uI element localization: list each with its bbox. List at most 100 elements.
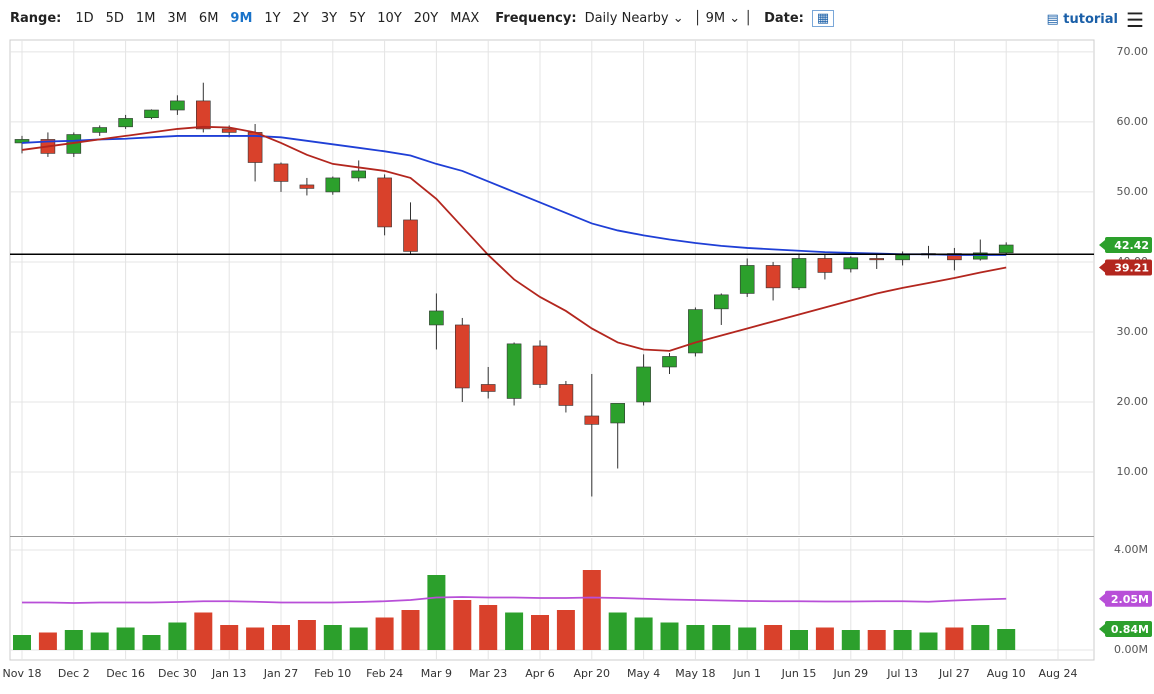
toolbar: Range: 1D 5D 1M 3M 6M 9M 1Y 2Y 3Y 5Y 10Y 20Y MAX Fre…: [0, 0, 1154, 36]
volume-bar: [38, 632, 57, 650]
y-tick-label: 60.00: [1117, 115, 1149, 128]
frequency-value: Daily Nearby: [584, 10, 669, 26]
volume-bar: [64, 630, 83, 650]
range-button[interactable]: 5D: [105, 10, 124, 26]
range-button[interactable]: 1D: [75, 10, 94, 26]
volume-bar: [893, 630, 912, 650]
moving-average: [21, 125, 1007, 352]
candle-body: [92, 127, 107, 133]
x-tick-label: Feb 10: [314, 667, 351, 680]
candle-body: [765, 265, 781, 289]
volume-average: [22, 596, 1007, 604]
volume-bar: [531, 615, 549, 650]
tutorial-link[interactable]: ▤ tutorial: [1046, 12, 1118, 27]
x-tick-label: Apr 20: [574, 667, 611, 680]
range-button[interactable]: 3M: [167, 10, 187, 26]
tutorial-text: tutorial: [1063, 12, 1118, 27]
candle-body: [688, 309, 703, 354]
range-label: Range:: [10, 10, 62, 26]
x-tick-label: May 4: [627, 667, 660, 680]
volume-bar: [505, 612, 524, 650]
x-tick-label: Nov 18: [3, 667, 42, 680]
range-button[interactable]: 5Y: [349, 10, 366, 26]
volume-bar: [323, 625, 342, 650]
plot-frame: [9, 39, 1095, 661]
candle-body: [480, 384, 496, 392]
x-tick-label: Jan 27: [263, 667, 298, 680]
range-button[interactable]: 6M: [198, 10, 219, 26]
candle-body: [636, 366, 651, 403]
x-tick-label: Jun 29: [832, 667, 868, 680]
volume-bar: [194, 612, 213, 650]
candle-body: [869, 258, 885, 261]
volume-bar: [13, 635, 31, 650]
range-button[interactable]: 10Y: [377, 10, 402, 26]
frequency-select[interactable]: Daily Nearby ⌄: [584, 10, 684, 26]
moving-average: [21, 135, 1007, 256]
range-buttons: 1D 5D 1M 3M 6M 9M 1Y 2Y 3Y 5Y 10Y 20Y MAX: [69, 11, 485, 26]
price-tag: [1105, 621, 1152, 637]
price-tag-label: 39.21: [1114, 261, 1149, 274]
price-tag-pointer: [1099, 624, 1105, 634]
x-tick-label: Apr 6: [525, 667, 555, 680]
range-button[interactable]: MAX: [450, 10, 480, 26]
volume-bar: [608, 612, 627, 650]
candle-body: [662, 356, 677, 368]
candle-body: [273, 163, 289, 182]
volume-bar: [764, 625, 783, 650]
price-tag-label: 2.05M: [1111, 593, 1149, 606]
candle-body: [610, 403, 626, 424]
range-button[interactable]: 1M: [135, 10, 156, 26]
y-tick-label: 30.00: [1117, 325, 1149, 338]
candle-body: [817, 258, 833, 273]
candle-body: [144, 109, 159, 119]
candle-body: [998, 244, 1014, 254]
volume-bar: [712, 625, 731, 650]
range-button[interactable]: 9M: [230, 10, 253, 26]
candle-body: [972, 252, 988, 260]
x-tick-label: Mar 9: [421, 667, 452, 680]
y-tick-label: 0.00M: [1114, 643, 1148, 656]
volume-bar: [90, 632, 109, 650]
date-picker[interactable]: ▦: [811, 9, 835, 27]
range-button[interactable]: 3Y: [320, 10, 338, 26]
menu-button[interactable]: ☰: [1126, 8, 1144, 32]
range-button[interactable]: 1Y: [264, 10, 281, 26]
volume-bar: [401, 610, 420, 650]
frequency-label: Frequency:: [495, 10, 577, 26]
price-tag: [1105, 237, 1152, 254]
date-label: Date:: [764, 10, 804, 26]
x-tick-label: Jun 15: [781, 667, 817, 680]
price-tag-pointer: [1099, 262, 1105, 273]
candle-body: [196, 100, 211, 130]
price-tag-label: 0.84M: [1111, 623, 1149, 636]
candle-body: [221, 128, 237, 133]
x-tick-label: Aug 10: [987, 667, 1026, 680]
candle-body: [843, 257, 859, 270]
price-tag-pointer: [1099, 593, 1105, 604]
x-tick-label: Jul 13: [886, 667, 918, 680]
y-tick-label: 70.00: [1117, 45, 1149, 58]
volume-bar: [142, 635, 161, 650]
x-tick-label: Aug 24: [1039, 667, 1078, 680]
volume-bar: [815, 627, 834, 650]
candle-body: [429, 310, 444, 326]
price-tag-label: 42.42: [1114, 239, 1149, 252]
candle-body: [791, 258, 807, 289]
candle-body: [118, 118, 133, 128]
candle-body: [299, 184, 315, 189]
range-button[interactable]: 2Y: [292, 10, 309, 26]
period-select[interactable]: │ 9M ⌄ │: [693, 10, 753, 26]
candle-body: [325, 177, 341, 193]
price-tag: [1105, 590, 1152, 607]
candle-body: [532, 345, 548, 385]
x-tick-label: Jun 1: [732, 667, 761, 680]
price-tag-pointer: [1099, 240, 1105, 251]
candle-body: [584, 415, 600, 425]
x-tick-label: Dec 16: [106, 667, 145, 680]
range-button[interactable]: 20Y: [413, 10, 439, 26]
volume-bar: [867, 630, 886, 650]
volume-bar: [349, 627, 368, 650]
volume-bar: [427, 575, 446, 650]
